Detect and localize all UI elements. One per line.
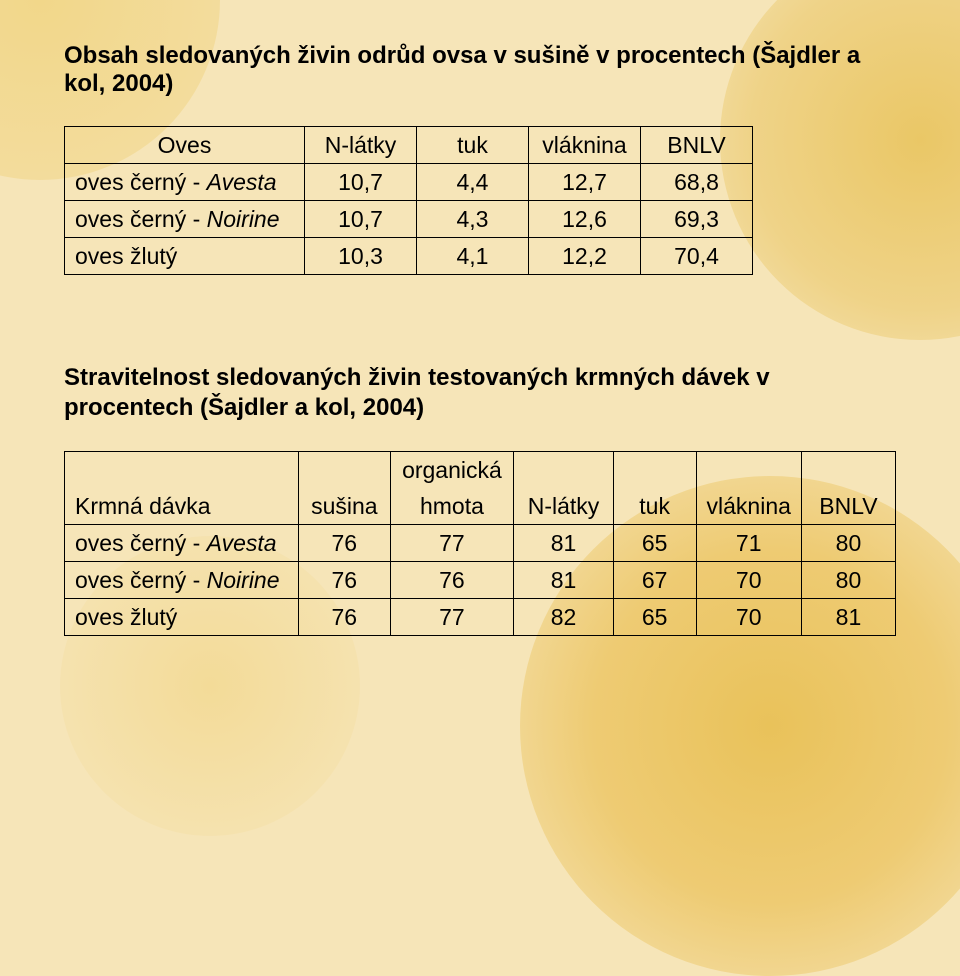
col-header: BNLV xyxy=(801,452,895,525)
table-row: oves černý - Avesta 10,7 4,4 12,7 68,8 xyxy=(65,164,753,201)
heading-1: Obsah sledovaných živin odrůd ovsa v suš… xyxy=(64,42,896,98)
table-row: oves žlutý 10,3 4,1 12,2 70,4 xyxy=(65,238,753,275)
cell: 4,1 xyxy=(417,238,529,275)
table-header-row-1: Krmná dávka sušina organická N-látky tuk… xyxy=(65,452,896,489)
cell: 68,8 xyxy=(641,164,753,201)
cell: 10,3 xyxy=(305,238,417,275)
col-header: Oves xyxy=(65,127,305,164)
col-header-top: organická xyxy=(390,452,514,489)
cell: 81 xyxy=(514,562,613,599)
cell: 76 xyxy=(299,525,390,562)
cell: 81 xyxy=(801,599,895,636)
table-row: oves černý - Noirine 10,7 4,3 12,6 69,3 xyxy=(65,201,753,238)
row-label: oves černý - Noirine xyxy=(65,562,299,599)
heading-2: Stravitelnost sledovaných živin testovan… xyxy=(64,363,896,423)
cell: 12,6 xyxy=(529,201,641,238)
cell: 4,4 xyxy=(417,164,529,201)
col-header-bottom: hmota xyxy=(390,488,514,525)
cell: 65 xyxy=(613,525,696,562)
row-label: oves žlutý xyxy=(65,238,305,275)
cell: 76 xyxy=(390,562,514,599)
row-label: oves černý - Avesta xyxy=(65,525,299,562)
cell: 12,7 xyxy=(529,164,641,201)
table-nutrients: Oves N-látky tuk vláknina BNLV oves čern… xyxy=(64,126,753,275)
cell: 76 xyxy=(299,562,390,599)
cell: 77 xyxy=(390,599,514,636)
row-label: oves žlutý xyxy=(65,599,299,636)
table-row: oves černý - Noirine 76 76 81 67 70 80 xyxy=(65,562,896,599)
cell: 10,7 xyxy=(305,201,417,238)
cell: 10,7 xyxy=(305,164,417,201)
col-header: BNLV xyxy=(641,127,753,164)
cell: 81 xyxy=(514,525,613,562)
cell: 80 xyxy=(801,562,895,599)
col-header: N-látky xyxy=(305,127,417,164)
table-header-row: Oves N-látky tuk vláknina BNLV xyxy=(65,127,753,164)
cell: 70,4 xyxy=(641,238,753,275)
col-header: tuk xyxy=(417,127,529,164)
table-row: oves žlutý 76 77 82 65 70 81 xyxy=(65,599,896,636)
cell: 70 xyxy=(696,562,801,599)
cell: 76 xyxy=(299,599,390,636)
cell: 67 xyxy=(613,562,696,599)
row-label: oves černý - Avesta xyxy=(65,164,305,201)
col-header: tuk xyxy=(613,452,696,525)
cell: 82 xyxy=(514,599,613,636)
col-header: vláknina xyxy=(529,127,641,164)
slide-page: Obsah sledovaných živin odrůd ovsa v suš… xyxy=(0,0,960,636)
col-header: Krmná dávka xyxy=(65,452,299,525)
cell: 12,2 xyxy=(529,238,641,275)
row-label: oves černý - Noirine xyxy=(65,201,305,238)
col-header: sušina xyxy=(299,452,390,525)
cell: 4,3 xyxy=(417,201,529,238)
cell: 80 xyxy=(801,525,895,562)
col-header: N-látky xyxy=(514,452,613,525)
col-header: vláknina xyxy=(696,452,801,525)
table-row: oves černý - Avesta 76 77 81 65 71 80 xyxy=(65,525,896,562)
cell: 65 xyxy=(613,599,696,636)
cell: 70 xyxy=(696,599,801,636)
cell: 71 xyxy=(696,525,801,562)
cell: 69,3 xyxy=(641,201,753,238)
table-digestibility: Krmná dávka sušina organická N-látky tuk… xyxy=(64,451,896,636)
cell: 77 xyxy=(390,525,514,562)
